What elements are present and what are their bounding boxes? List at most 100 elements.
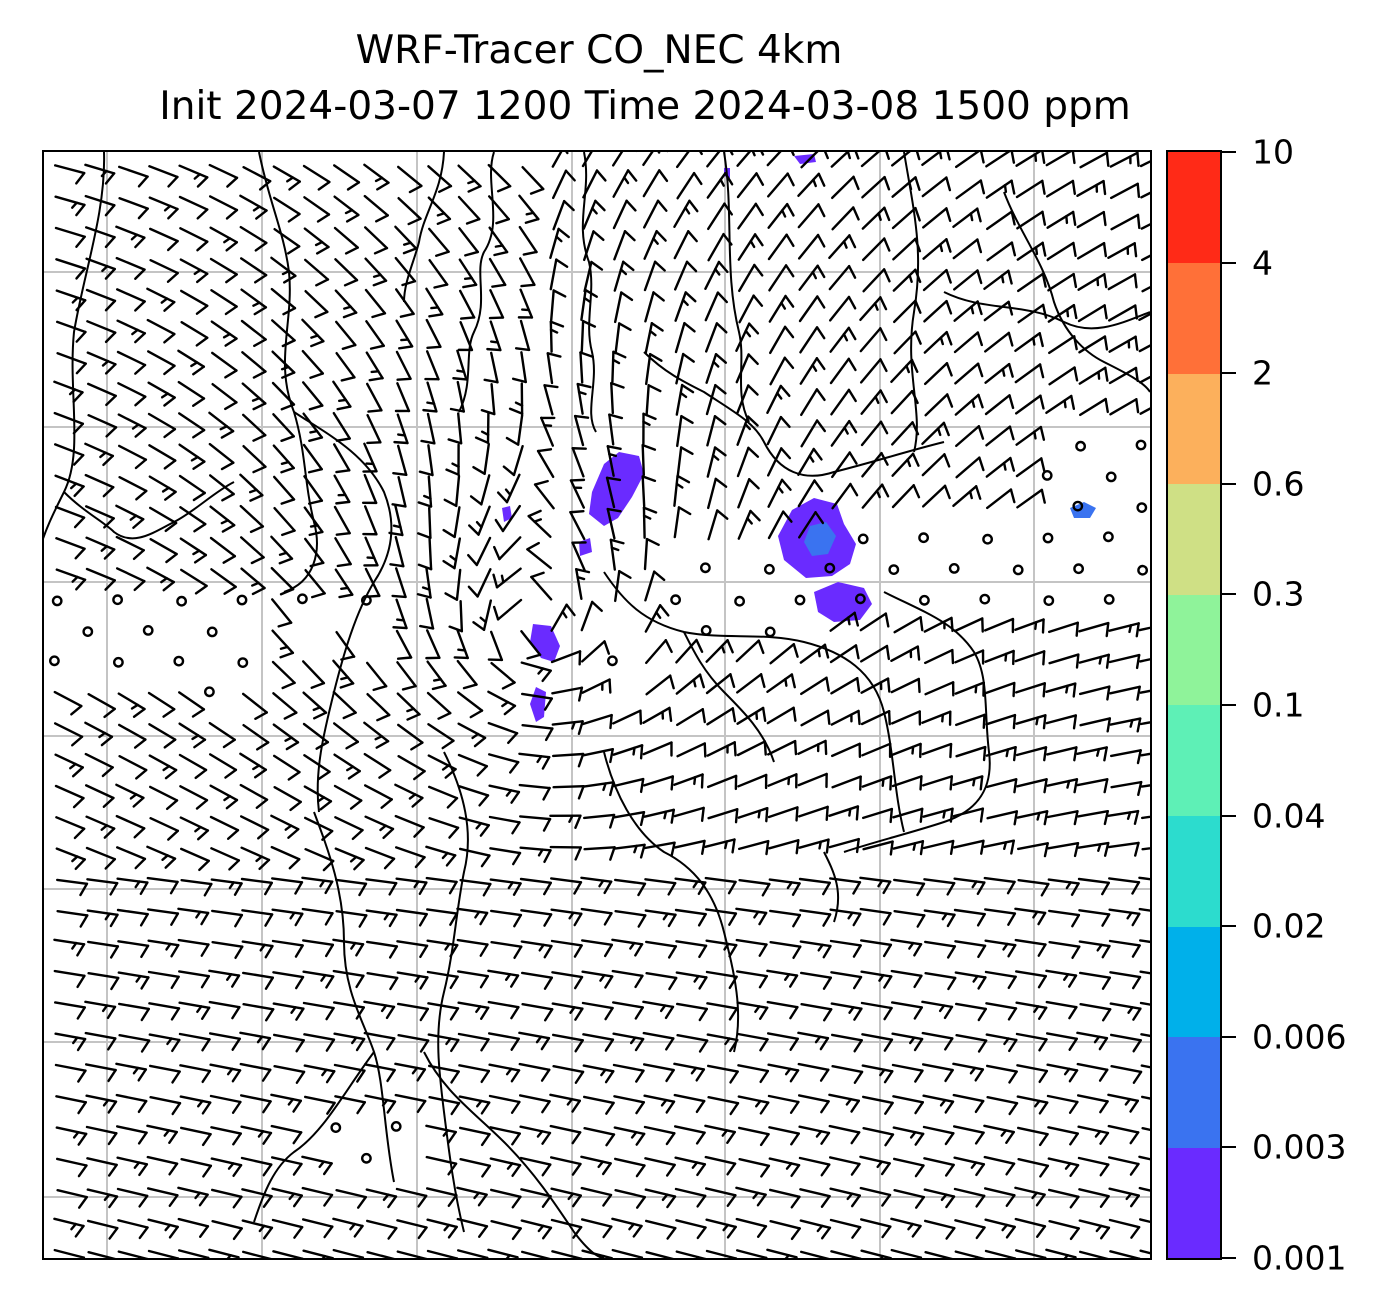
wind-barb-flag [255,798,269,809]
wind-barb-flag [785,202,795,217]
wind-barb-shaft [209,505,236,527]
wind-barb-half-flag [784,1067,792,1076]
wind-barb-shaft [521,165,545,191]
wind-barb-flag [1133,273,1138,289]
wind-barb-half-flag [818,840,822,850]
wind-barb-flag [815,419,827,433]
wind-barb-shaft [302,412,324,439]
wind-barb-flag [698,944,708,959]
wind-barb-shaft [644,878,677,885]
wind-barb-half-flag [1063,1254,1069,1258]
wind-barb-flag [167,829,180,841]
wind-barb-shaft [334,847,365,862]
wind-barb-flag [760,152,765,156]
wind-barb-flag [541,1131,552,1145]
wind-barb-shaft [984,681,1016,695]
wind-barb-flag [166,239,179,252]
wind-barb-half-flag [692,678,697,688]
wind-barb [365,909,398,928]
wind-barb-shaft [334,537,352,566]
wind-barb-flag [340,376,356,382]
wind-barb-shaft [705,970,738,978]
wind-barb [575,568,591,600]
wind-barb-shaft [767,773,798,787]
wind-barb-shaft [1138,1155,1150,1161]
wind-barb-flag [822,913,832,927]
wind-barb-flag [1131,912,1141,927]
wind-barb-shaft [1078,1250,1109,1258]
wind-barb-shaft [551,1250,583,1258]
colorbar-segment [1168,373,1220,485]
wind-barb-flag [977,425,985,440]
wind-barb-flag [780,447,792,460]
wind-barb-shaft [642,706,671,724]
wind-barb-flag [1136,213,1141,230]
wind-barb [645,940,678,959]
wind-barb [487,721,519,745]
wind-barb-shaft [954,362,980,385]
wind-barb [890,1248,923,1258]
wind-barb-shaft [425,876,458,884]
wind-barb-shaft [1139,689,1150,694]
wind-barb [1140,254,1150,262]
wind-barb-shaft [955,745,987,758]
wind-barb-flag [378,769,392,779]
wind-barb-shaft [769,1219,801,1230]
wind-barb-shaft [240,1156,273,1166]
wind-barb-flag [166,271,179,283]
wind-barb-shaft [674,291,687,322]
wind-barb-flag [483,378,499,384]
wind-barb-flag [465,217,481,225]
wind-barb-shaft [923,616,953,633]
wind-barb [614,1188,646,1209]
wind-barb-flag [945,330,953,346]
wind-barb-half-flag [372,273,382,278]
wind-barb [1047,272,1078,292]
wind-barb [364,257,388,287]
wind-barb-shaft [612,1032,645,1041]
wind-barb-shaft [1046,241,1075,261]
wind-barb-flag [564,169,576,182]
wind-barb-half-flag [100,824,108,831]
wind-barb [53,443,85,466]
wind-barb-shaft [490,351,499,384]
wind-barb [1014,650,1046,666]
wind-barb-flag [371,312,387,319]
wind-barb [1140,784,1150,788]
calm-wind-marker [48,655,60,667]
wind-barb-half-flag [1034,621,1038,631]
wind-barb-flag [1075,653,1080,669]
wind-barb-flag [509,974,520,988]
wind-barb-flag [319,800,333,811]
wind-barb-shaft [673,199,691,229]
wind-barb [1138,658,1150,663]
wind-barb [1016,1095,1049,1115]
wind-barb-shaft [830,152,850,168]
wind-barb-flag [137,207,149,220]
wind-barb-flag [103,517,115,529]
wind-barb-shaft [923,1157,955,1167]
wind-barb [1107,809,1140,825]
wind-barb-shaft [426,660,447,687]
wind-barb-shaft [177,907,210,915]
wind-barb-flag [448,880,458,895]
wind-barb-flag [569,478,586,482]
wind-barb-shaft [798,511,817,539]
wind-barb-shaft [495,567,522,589]
wind-barb-shaft [209,257,238,276]
wind-barb [457,320,474,352]
calm-wind-marker [1072,500,1084,512]
wind-barb [1109,1033,1142,1053]
wind-barb [1048,621,1079,637]
wind-barb [396,692,421,721]
wind-barb-shaft [890,1248,923,1258]
wind-barb [425,876,458,895]
wind-barb [490,909,523,928]
wind-barb-flag [632,1224,643,1238]
wind-barb-shaft [146,1124,178,1134]
wind-barb-flag [668,706,673,723]
wind-barb-shaft [614,910,647,917]
wind-barb [242,1003,275,1022]
calm-wind-marker [948,562,960,574]
wind-barb-flag [1135,653,1141,670]
